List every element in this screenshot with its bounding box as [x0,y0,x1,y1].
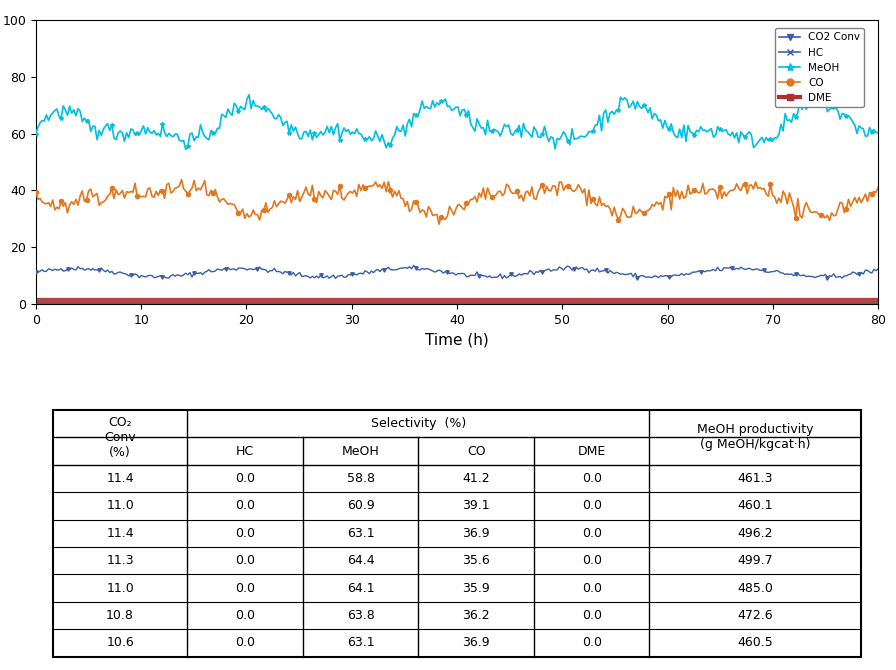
Text: MeOH productivity
(g MeOH/kgcat·h): MeOH productivity (g MeOH/kgcat·h) [697,423,814,452]
Text: 41.2: 41.2 [462,472,490,485]
Text: 0.0: 0.0 [235,499,255,513]
Text: 0.0: 0.0 [235,582,255,594]
Text: 11.3: 11.3 [107,554,134,567]
Text: 0.0: 0.0 [582,636,602,649]
Text: 0.0: 0.0 [235,554,255,567]
Text: MeOH: MeOH [342,444,380,458]
Text: 64.4: 64.4 [347,554,375,567]
Text: 58.8: 58.8 [347,472,375,485]
Text: 60.9: 60.9 [347,499,375,513]
Text: 0.0: 0.0 [582,499,602,513]
Text: 499.7: 499.7 [737,554,773,567]
Text: 496.2: 496.2 [737,527,773,540]
Text: CO: CO [467,444,486,458]
Text: 0.0: 0.0 [582,582,602,594]
Text: 10.8: 10.8 [106,609,134,622]
Text: 0.0: 0.0 [235,636,255,649]
Text: 10.6: 10.6 [107,636,134,649]
Text: 36.9: 36.9 [462,636,490,649]
Text: 39.1: 39.1 [462,499,490,513]
Legend: CO2 Conv, HC, MeOH, CO, DME: CO2 Conv, HC, MeOH, CO, DME [775,28,865,107]
X-axis label: Time (h): Time (h) [425,332,489,347]
Text: 63.1: 63.1 [347,527,375,540]
Text: 35.9: 35.9 [462,582,490,594]
Text: 36.2: 36.2 [462,609,490,622]
Text: 0.0: 0.0 [235,472,255,485]
Text: 63.1: 63.1 [347,636,375,649]
Text: 64.1: 64.1 [347,582,375,594]
Text: HC: HC [237,444,254,458]
Text: 36.9: 36.9 [462,527,490,540]
Text: 11.4: 11.4 [107,472,134,485]
Text: 0.0: 0.0 [235,527,255,540]
Text: 460.5: 460.5 [737,636,773,649]
Text: 11.0: 11.0 [107,582,134,594]
Text: 0.0: 0.0 [582,527,602,540]
Text: 472.6: 472.6 [737,609,773,622]
Text: 35.6: 35.6 [462,554,490,567]
Text: 0.0: 0.0 [582,554,602,567]
Text: 460.1: 460.1 [737,499,773,513]
Text: 461.3: 461.3 [737,472,773,485]
Text: 11.4: 11.4 [107,527,134,540]
Text: 0.0: 0.0 [582,609,602,622]
Text: 11.0: 11.0 [107,499,134,513]
Text: 0.0: 0.0 [582,472,602,485]
Text: 485.0: 485.0 [737,582,773,594]
Text: CO₂
Conv
(%): CO₂ Conv (%) [104,416,136,459]
Text: 0.0: 0.0 [235,609,255,622]
Text: Selectivity  (%): Selectivity (%) [371,417,466,430]
Text: 63.8: 63.8 [347,609,375,622]
Text: DME: DME [578,444,606,458]
